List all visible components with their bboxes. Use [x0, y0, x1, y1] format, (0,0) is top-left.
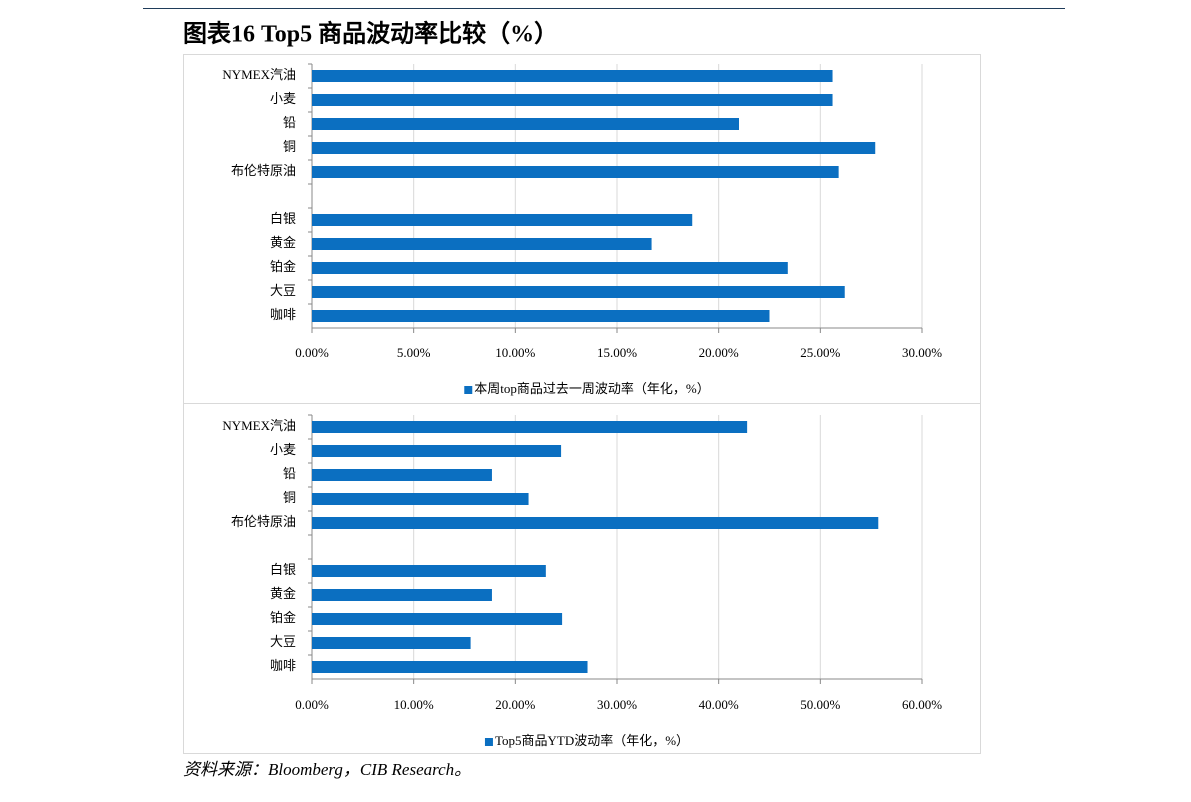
legend-swatch — [484, 738, 493, 746]
x-tick-label: 0.00% — [295, 345, 329, 360]
bar — [312, 517, 879, 529]
legend-label: Top5商品YTD波动率（年化，%） — [495, 733, 689, 748]
bar — [312, 421, 748, 433]
x-tick-label: 5.00% — [397, 345, 431, 360]
bar — [312, 238, 652, 250]
y-tick-label: 黄金 — [270, 235, 296, 250]
x-tick-label: 20.00% — [495, 697, 535, 712]
bar — [312, 142, 876, 154]
bar — [312, 286, 845, 298]
bar — [312, 118, 739, 130]
bar — [312, 637, 471, 649]
y-tick-label: 白银 — [270, 562, 296, 577]
y-tick-label: 布伦特原油 — [231, 163, 296, 178]
y-tick-label: 铂金 — [270, 610, 296, 625]
y-tick-label: 咖啡 — [270, 658, 296, 673]
bar — [312, 94, 833, 106]
bar — [312, 613, 563, 625]
bar — [312, 445, 562, 457]
bar — [312, 214, 693, 226]
bar — [312, 262, 788, 274]
x-tick-label: 60.00% — [902, 697, 942, 712]
y-tick-label: 铅 — [283, 466, 296, 481]
y-tick-label: 铜 — [283, 139, 296, 154]
y-tick-label: 小麦 — [270, 91, 296, 106]
y-tick-label: 铅 — [283, 115, 296, 130]
x-tick-label: 20.00% — [699, 345, 739, 360]
y-tick-label: NYMEX汽油 — [222, 418, 296, 433]
legend-label: 本周top商品过去一周波动率（年化，%） — [474, 381, 709, 396]
x-tick-label: 0.00% — [295, 697, 329, 712]
y-tick-label: 小麦 — [270, 442, 296, 457]
y-tick-label: 黄金 — [270, 586, 296, 601]
y-tick-label: NYMEX汽油 — [222, 67, 296, 82]
x-tick-label: 15.00% — [597, 345, 637, 360]
y-tick-label: 咖啡 — [270, 307, 296, 322]
x-tick-label: 50.00% — [800, 697, 840, 712]
bar — [312, 589, 492, 601]
x-tick-label: 30.00% — [597, 697, 637, 712]
y-tick-label: 大豆 — [270, 634, 296, 649]
bar — [312, 469, 492, 481]
bar — [312, 565, 546, 577]
x-tick-label: 25.00% — [800, 345, 840, 360]
x-tick-label: 10.00% — [495, 345, 535, 360]
y-tick-label: 布伦特原油 — [231, 514, 296, 529]
y-tick-label: 铜 — [283, 490, 296, 505]
y-tick-label: 大豆 — [270, 283, 296, 298]
bar — [312, 661, 588, 673]
x-tick-label: 10.00% — [394, 697, 434, 712]
legend-swatch — [464, 386, 473, 394]
bar — [312, 310, 770, 322]
bar — [312, 166, 839, 178]
x-tick-label: 40.00% — [699, 697, 739, 712]
page-title: 图表16 Top5 商品波动率比较（%） — [183, 20, 558, 48]
source-note: 资料来源：Bloomberg，CIB Research。 — [183, 760, 471, 779]
x-tick-label: 30.00% — [902, 345, 942, 360]
y-tick-label: 铂金 — [270, 259, 296, 274]
bar — [312, 70, 833, 82]
chart-frame — [183, 403, 981, 754]
y-tick-label: 白银 — [270, 211, 296, 226]
bar — [312, 493, 529, 505]
